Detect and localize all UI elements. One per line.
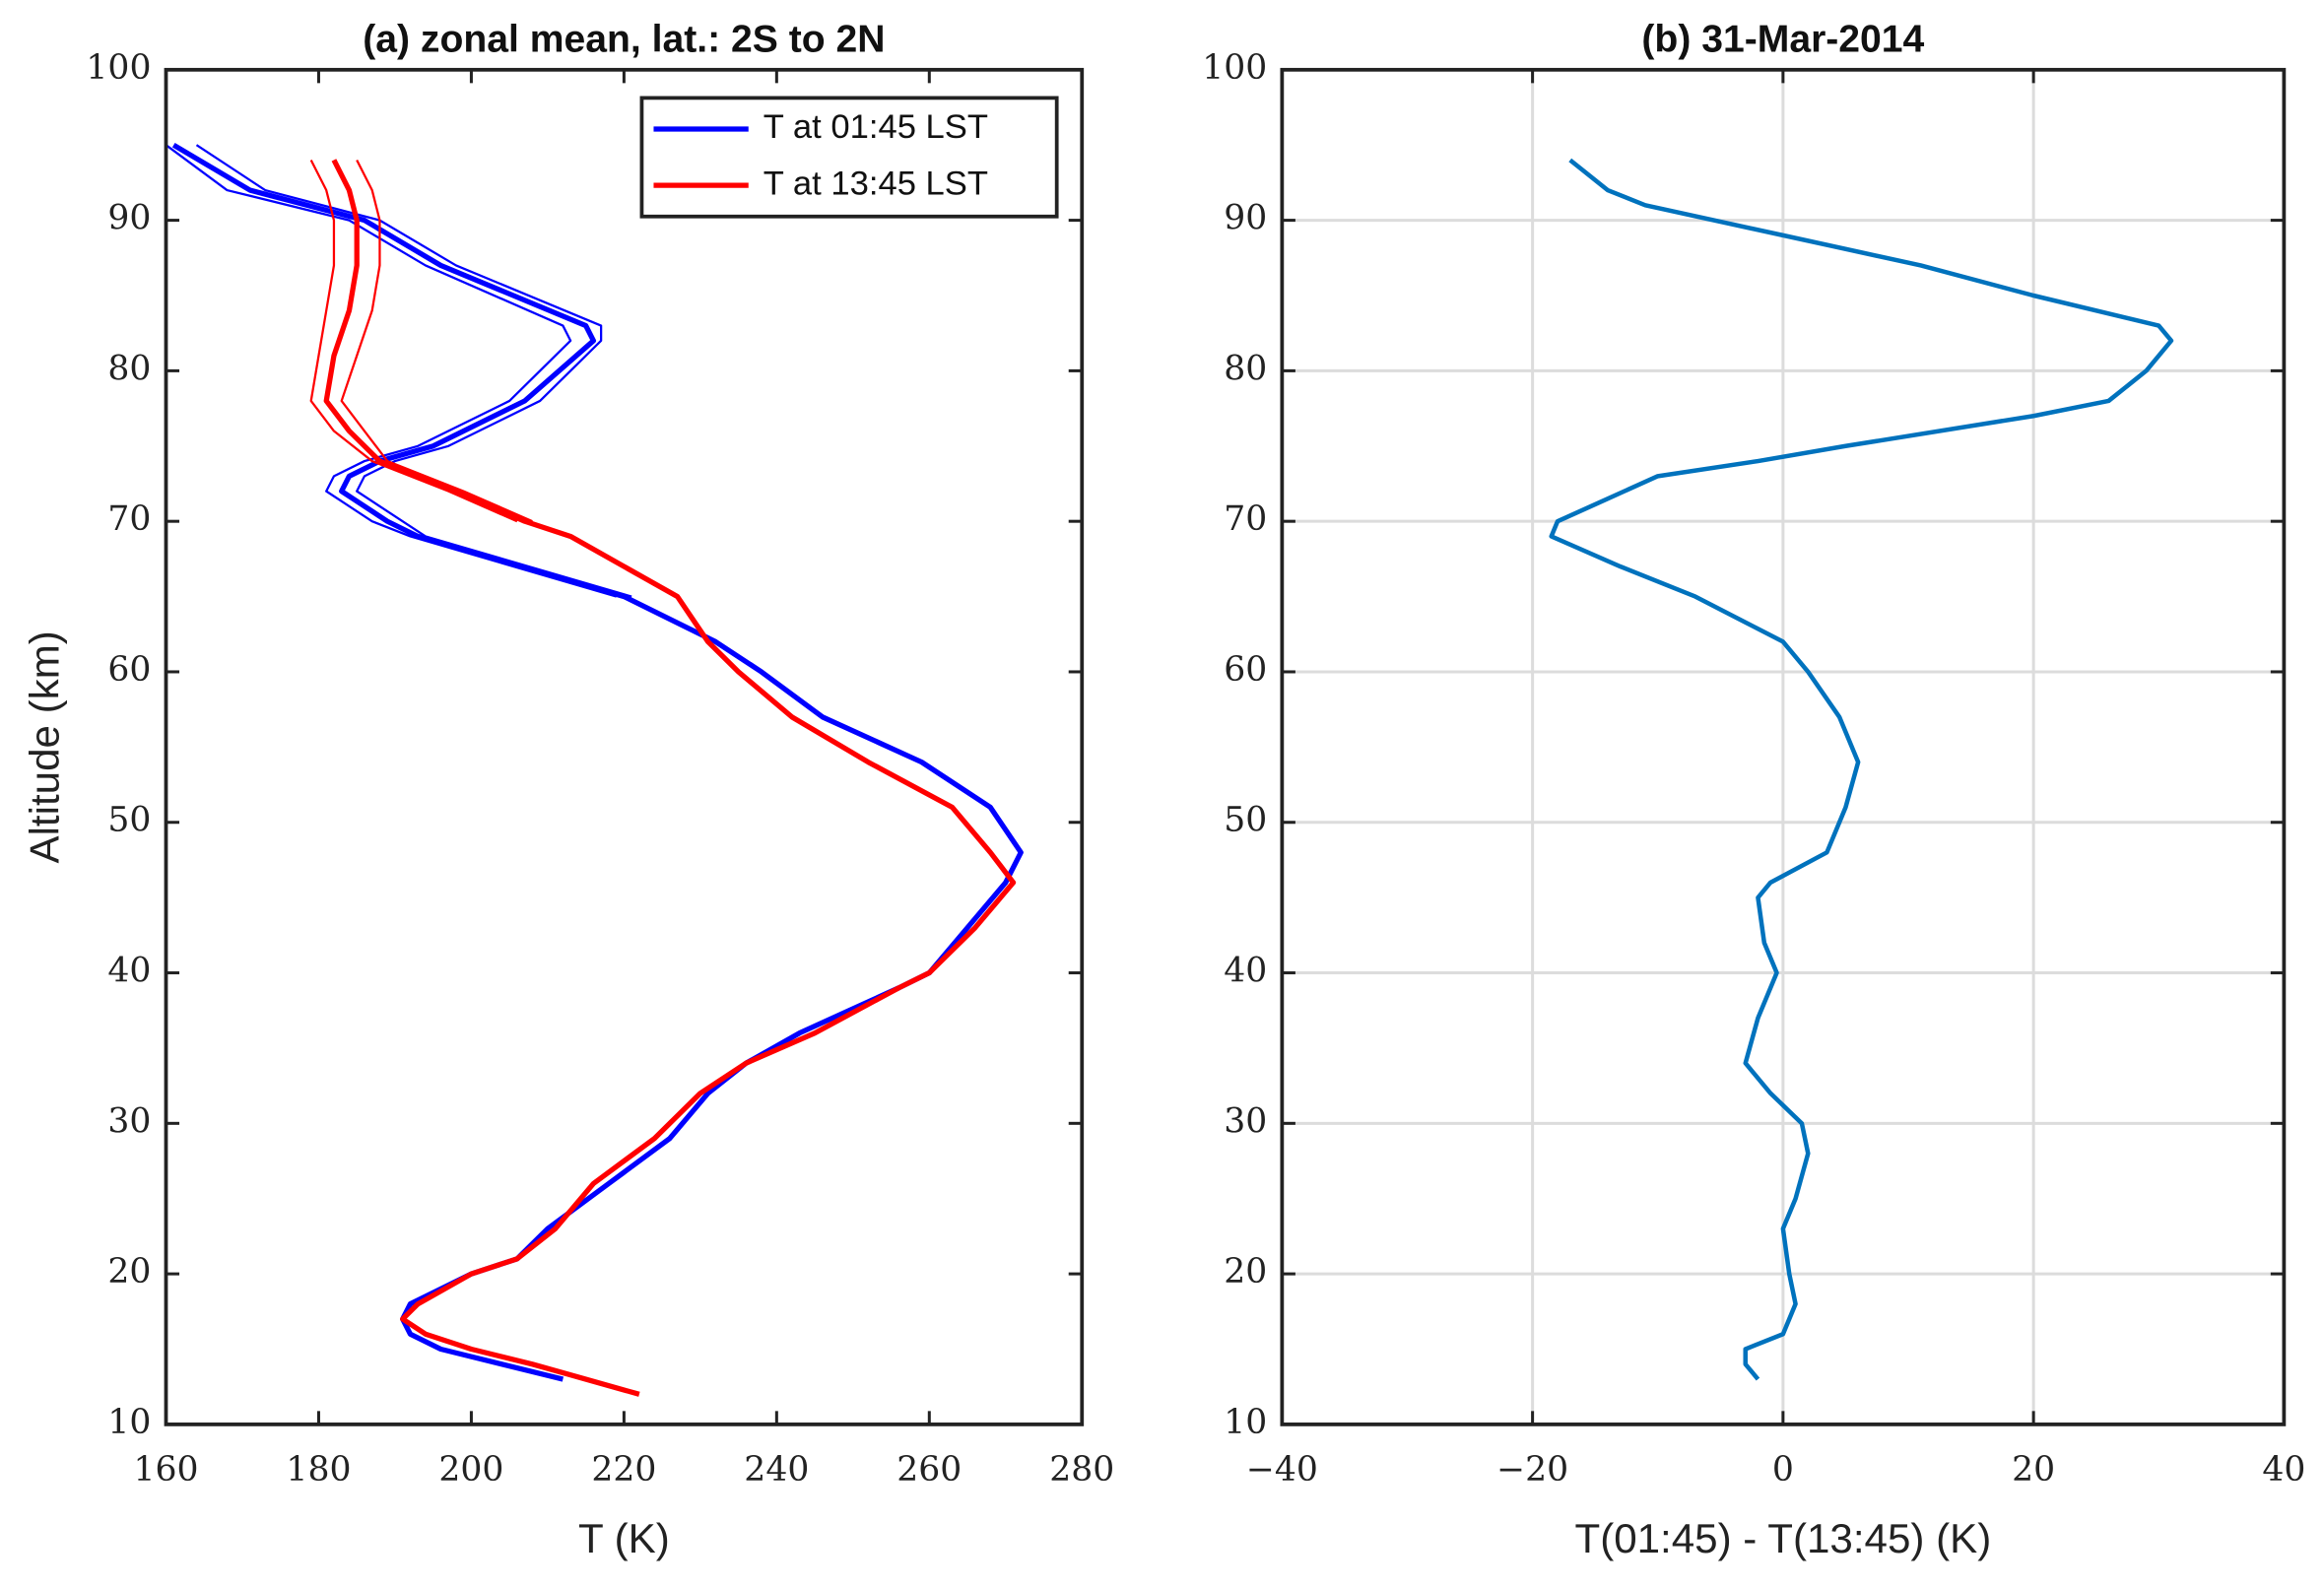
y-tick-label: 90 (107, 199, 151, 238)
y-axis-label: Altitude (km) (21, 630, 67, 863)
x-tick-label: 180 (286, 1450, 351, 1490)
x-tick-label: 280 (1049, 1450, 1114, 1490)
x-axis-label: T (K) (578, 1515, 670, 1561)
data-line (309, 159, 518, 523)
y-tick-label: 70 (107, 499, 151, 539)
x-tick-label: 240 (744, 1450, 809, 1490)
data-line (171, 142, 1024, 1382)
y-tick-label: 50 (107, 801, 151, 840)
x-tick-label: 260 (896, 1450, 962, 1490)
y-tick-label: 50 (1224, 801, 1267, 840)
y-tick-label: 20 (1224, 1252, 1267, 1291)
y-tick-label: 80 (1224, 349, 1267, 388)
y-tick-label: 20 (107, 1252, 151, 1291)
x-axis-label: T(01:45) - T(13:45) (K) (1574, 1515, 1991, 1561)
x-tick-label: −40 (1246, 1450, 1318, 1490)
x-tick-label: 40 (2262, 1450, 2305, 1490)
y-tick-label: 40 (107, 952, 151, 991)
x-tick-label: 20 (2012, 1450, 2055, 1490)
x-tick-label: 160 (133, 1450, 198, 1490)
y-tick-label: 30 (1224, 1101, 1267, 1141)
x-tick-label: −20 (1496, 1450, 1568, 1490)
x-tick-label: 200 (438, 1450, 503, 1490)
legend-label: T at 01:45 LST (764, 108, 988, 146)
data-line (340, 159, 533, 523)
y-tick-label: 10 (107, 1403, 151, 1442)
data-line (323, 159, 1017, 1397)
y-tick-label: 70 (1224, 499, 1267, 539)
y-tick-label: 90 (1224, 199, 1267, 238)
data-line (195, 144, 632, 598)
y-tick-label: 100 (1202, 48, 1267, 88)
data-line (1549, 158, 2174, 1381)
x-tick-label: 0 (1772, 1450, 1794, 1490)
chart-title: (a) zonal mean, lat.: 2S to 2N (363, 19, 885, 61)
y-tick-label: 100 (86, 48, 151, 88)
y-tick-label: 40 (1224, 952, 1267, 991)
legend-box (639, 96, 1059, 219)
y-tick-label: 30 (107, 1101, 151, 1141)
y-tick-label: 80 (107, 349, 151, 388)
chart-title: (b) 31-Mar-2014 (1641, 19, 1924, 61)
data-line (165, 144, 617, 598)
y-tick-label: 10 (1224, 1403, 1267, 1442)
legend-label: T at 13:45 LST (764, 165, 988, 202)
y-tick-label: 60 (1224, 650, 1267, 690)
y-tick-label: 60 (107, 650, 151, 690)
plot-frame (164, 67, 1085, 1426)
x-tick-label: 220 (591, 1450, 656, 1490)
